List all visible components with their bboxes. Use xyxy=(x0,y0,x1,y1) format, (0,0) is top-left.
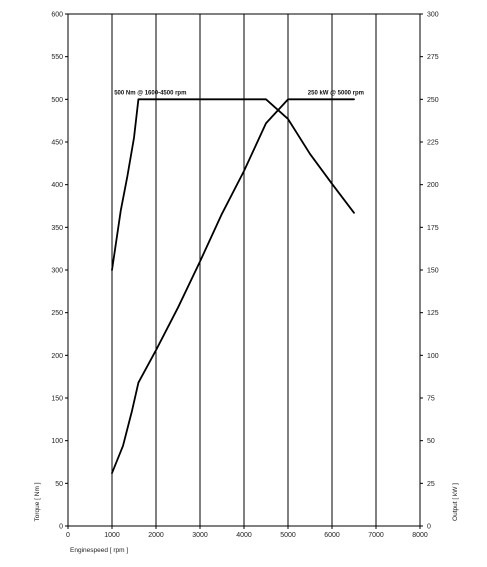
y-axis-left-label: Torque [ Nm ] xyxy=(34,482,41,521)
y-left-tick-label: 0 xyxy=(59,524,63,531)
y-right-tick-label: 250 xyxy=(427,97,439,104)
series-group xyxy=(111,98,355,474)
x-tick-label: 1000 xyxy=(104,532,120,539)
x-tick-label: 4000 xyxy=(236,532,252,539)
y-right-tick-label: 225 xyxy=(427,140,439,147)
y-right-tick-label: 300 xyxy=(427,12,439,19)
y-right-tick-label: 75 xyxy=(427,396,435,403)
x-tick-label: 2000 xyxy=(148,532,164,539)
x-tick-label: 6000 xyxy=(324,532,340,539)
torque-curve xyxy=(111,98,355,271)
x-tick-label: 0 xyxy=(66,532,70,539)
annotation-label: 250 kW @ 5000 rpm xyxy=(308,90,364,96)
y-left-tick-label: 450 xyxy=(51,140,63,147)
y-axis-right-label: Output [ kW ] xyxy=(452,483,459,521)
x-tick-label: 5000 xyxy=(280,532,296,539)
y-right-tick-label: 150 xyxy=(427,268,439,275)
left-axis-ticks: 0 50 100 150 200 250 300 350 400 450 500 550 600 xyxy=(51,12,68,531)
y-left-tick-label: 550 xyxy=(51,54,63,61)
x-tick-label: 7000 xyxy=(368,532,384,539)
y-right-tick-label: 125 xyxy=(427,310,439,317)
y-left-tick-label: 400 xyxy=(51,182,63,189)
y-right-tick-label: 25 xyxy=(427,481,435,488)
y-right-tick-label: 100 xyxy=(427,353,439,360)
annotation-label: 500 Nm @ 1600-4500 rpm xyxy=(114,90,186,96)
y-left-tick-label: 150 xyxy=(51,396,63,403)
y-left-tick-label: 100 xyxy=(51,438,63,445)
x-axis-label: Enginespeed [ rpm ] xyxy=(70,547,128,554)
y-left-tick-label: 200 xyxy=(51,353,63,360)
y-right-tick-label: 50 xyxy=(427,438,435,445)
x-tick-label: 8000 xyxy=(412,532,428,539)
output-curve xyxy=(111,98,355,474)
annotations: 500 Nm @ 1600-4500 rpm 250 kW @ 5000 rpm xyxy=(114,90,364,96)
y-right-tick-label: 275 xyxy=(427,54,439,61)
y-left-tick-label: 350 xyxy=(51,225,63,232)
x-axis-ticks: 0 1000 2000 3000 4000 5000 6000 7000 8000 xyxy=(66,526,428,539)
y-left-tick-label: 500 xyxy=(51,97,63,104)
right-axis-ticks: 0 25 50 75 100 125 150 175 200 225 250 275 300 xyxy=(420,12,439,531)
y-left-tick-label: 300 xyxy=(51,268,63,275)
y-right-tick-label: 175 xyxy=(427,225,439,232)
y-left-tick-label: 600 xyxy=(51,12,63,19)
y-right-tick-label: 200 xyxy=(427,182,439,189)
y-right-tick-label: 0 xyxy=(427,524,431,531)
y-left-tick-label: 250 xyxy=(51,310,63,317)
x-tick-label: 3000 xyxy=(192,532,208,539)
y-left-tick-label: 50 xyxy=(55,481,63,488)
